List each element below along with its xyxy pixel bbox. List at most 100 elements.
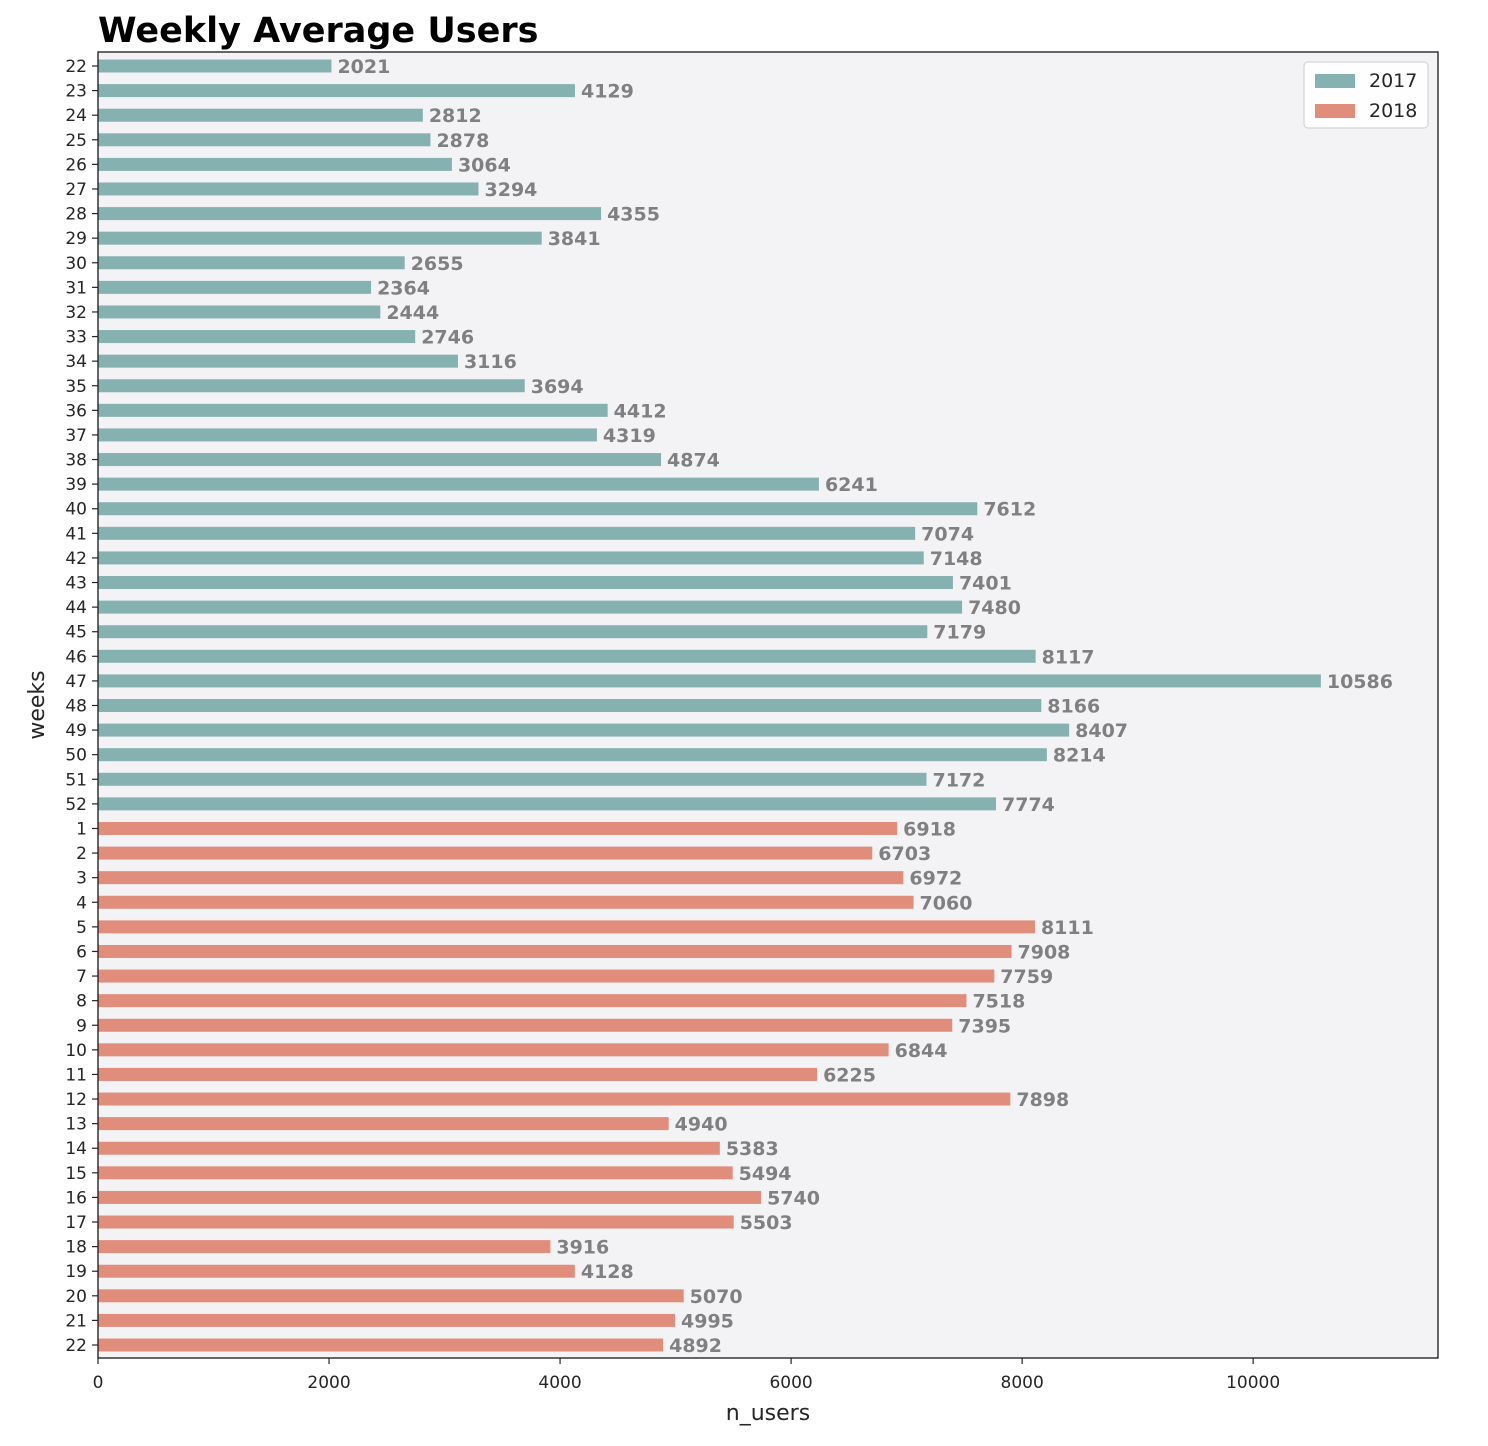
x-axis-ticks: 0 2000 4000 6000 8000 10000: [93, 1358, 1280, 1393]
bar-2017-week-40: [98, 502, 978, 516]
bar-2017-week-52: [98, 797, 997, 811]
y-tick-label: 47: [65, 672, 87, 692]
bar-value-label: 4940: [675, 1114, 728, 1136]
bar-value-label: 2364: [377, 277, 430, 299]
bar-2018-week-8: [98, 994, 967, 1008]
bar-value-label: 7060: [920, 892, 973, 914]
bar-2017-week-24: [98, 108, 423, 122]
bar-value-label: 8117: [1042, 646, 1095, 668]
bar-value-label: 8166: [1047, 696, 1100, 718]
x-tick-label: 8000: [1001, 1373, 1044, 1393]
bar-2018-week-17: [98, 1215, 734, 1229]
x-axis-label: n_users: [726, 1401, 810, 1426]
y-tick-label: 42: [65, 549, 87, 569]
bar-value-label: 6241: [825, 474, 878, 496]
y-tick-label: 38: [65, 451, 87, 471]
bar-value-label: 5503: [740, 1212, 793, 1234]
y-tick-label: 34: [65, 352, 87, 372]
bar-2017-week-26: [98, 157, 452, 171]
bar-2018-week-10: [98, 1043, 889, 1057]
y-tick-label: 44: [65, 598, 87, 618]
y-tick-label: 40: [65, 500, 87, 520]
y-tick-label: 5: [76, 918, 87, 938]
y-tick-label: 33: [65, 328, 87, 348]
bar-2017-week-42: [98, 551, 924, 565]
bar-value-label: 2021: [337, 56, 390, 78]
y-tick-label: 8: [76, 992, 87, 1012]
y-tick-label: 13: [65, 1115, 87, 1135]
bar-value-label: 7759: [1000, 966, 1053, 988]
x-tick-label: 6000: [769, 1373, 812, 1393]
bar-value-label: 7074: [921, 523, 974, 545]
bar-2018-week-7: [98, 969, 995, 983]
y-tick-label: 32: [65, 303, 87, 323]
bar-2017-week-32: [98, 305, 381, 319]
bar-value-label: 3916: [556, 1237, 609, 1259]
y-tick-label: 11: [65, 1065, 87, 1085]
bar-2018-week-13: [98, 1117, 669, 1131]
bar-value-label: 4129: [581, 81, 634, 103]
bar-2018-week-15: [98, 1166, 733, 1180]
bar-2017-week-27: [98, 182, 479, 196]
y-axis-label: weeks: [25, 670, 50, 739]
bars: [98, 59, 1321, 1352]
bar-2017-week-48: [98, 699, 1042, 712]
y-tick-label: 24: [65, 106, 87, 126]
bar-2017-week-50: [98, 748, 1047, 762]
y-axis-ticks: 2223242526272829303132333435363738394041…: [65, 57, 98, 1356]
y-tick-label: 7: [76, 967, 87, 987]
y-tick-label: 19: [65, 1262, 87, 1282]
y-tick-label: 6: [76, 942, 87, 962]
y-tick-label: 1: [76, 819, 87, 839]
bar-2017-week-33: [98, 330, 416, 344]
bar-value-label: 10586: [1327, 671, 1393, 693]
bar-value-label: 2746: [421, 327, 474, 349]
x-tick-label: 4000: [538, 1373, 581, 1393]
bar-2017-week-47: [98, 674, 1321, 688]
bar-2018-week-22: [98, 1338, 664, 1352]
bar-value-label: 3694: [531, 376, 584, 398]
y-tick-label: 48: [65, 697, 87, 717]
y-tick-label: 25: [65, 131, 87, 151]
bar-value-label: 7179: [933, 622, 986, 644]
bar-value-label: 5494: [739, 1163, 792, 1185]
chart-title: Weekly Average Users: [98, 11, 538, 51]
bar-value-label: 8407: [1075, 720, 1128, 742]
bar-value-label: 7480: [968, 597, 1021, 619]
y-tick-label: 14: [65, 1139, 87, 1159]
bar-value-label: 7518: [972, 991, 1025, 1013]
bar-2017-week-25: [98, 133, 431, 147]
bar-2017-week-28: [98, 207, 602, 221]
bar-value-label: 4319: [603, 425, 656, 447]
bar-value-label: 6918: [903, 818, 956, 840]
bar-value-label: 8214: [1053, 745, 1106, 767]
bar-value-label: 7401: [959, 573, 1012, 595]
y-tick-label: 22: [65, 1336, 87, 1356]
bar-value-label: 2444: [386, 302, 439, 324]
y-tick-label: 30: [65, 254, 87, 274]
y-tick-label: 23: [65, 82, 87, 102]
y-tick-label: 35: [65, 377, 87, 397]
y-tick-label: 16: [65, 1188, 87, 1208]
bar-value-label: 6225: [823, 1064, 876, 1086]
bar-2018-week-9: [98, 1018, 953, 1032]
bar-value-label: 7898: [1016, 1089, 1069, 1111]
bar-value-label: 7908: [1018, 941, 1071, 963]
bar-2017-week-46: [98, 649, 1036, 663]
bar-2018-week-14: [98, 1141, 720, 1155]
bar-2018-week-19: [98, 1264, 575, 1278]
bar-2017-week-51: [98, 772, 927, 786]
y-tick-label: 51: [65, 770, 87, 790]
y-tick-label: 52: [65, 795, 87, 815]
y-tick-label: 46: [65, 647, 87, 667]
y-tick-label: 10: [65, 1041, 87, 1061]
bar-2018-week-12: [98, 1092, 1011, 1106]
y-tick-label: 21: [65, 1311, 87, 1331]
bar-2018-week-3: [98, 871, 904, 885]
y-tick-label: 12: [65, 1090, 87, 1110]
y-tick-label: 15: [65, 1164, 87, 1184]
y-tick-label: 37: [65, 426, 87, 446]
bar-value-label: 4355: [607, 204, 660, 226]
y-tick-label: 49: [65, 721, 87, 741]
y-tick-label: 2: [76, 844, 87, 864]
